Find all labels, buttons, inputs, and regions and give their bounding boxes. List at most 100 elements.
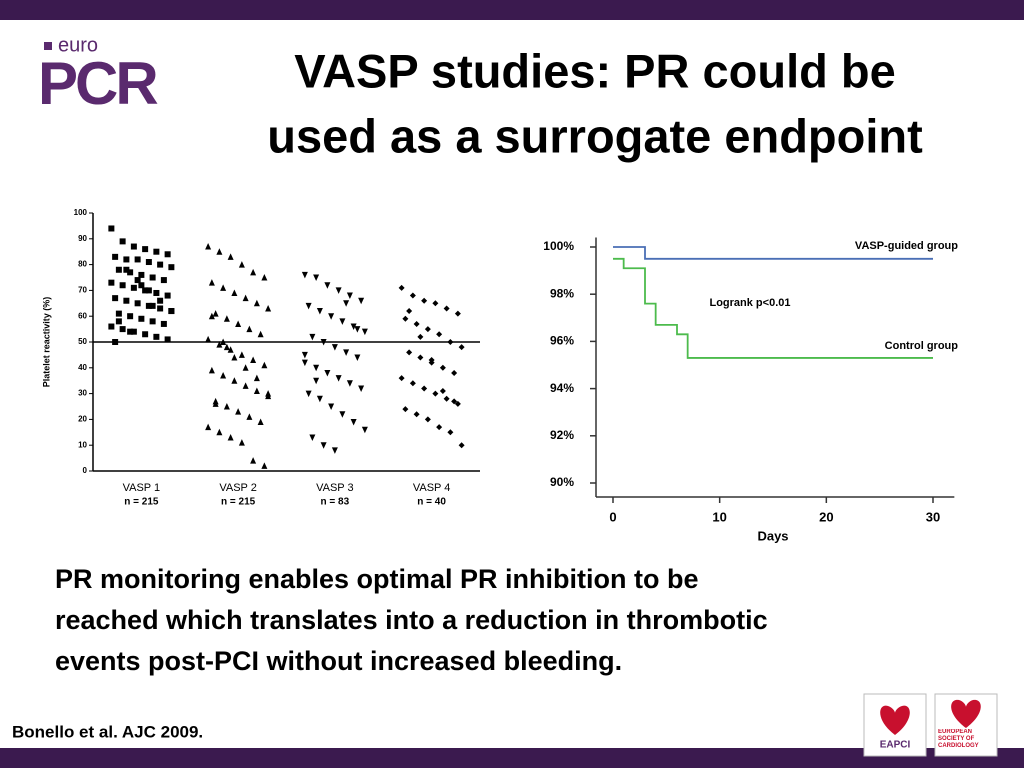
y-tick-label: 90 [78,234,87,243]
data-point [402,315,409,322]
chart-background [528,225,985,550]
y-tick-label: 96% [550,334,574,348]
data-point [160,320,167,327]
data-point [354,326,361,333]
data-point [130,284,137,291]
data-point [149,318,156,325]
logo-label: EUROPEAN SOCIETY OF CARDIOLOGY [938,729,979,749]
data-point [253,387,260,395]
data-point [134,277,141,284]
x-tick-sublabel: n = 215 [124,497,159,508]
data-point [343,349,350,356]
data-point [346,292,353,300]
data-point [361,426,368,434]
data-point [149,274,156,281]
data-point [108,225,115,232]
data-point [261,462,268,469]
data-point [119,282,126,289]
logo-label: EAPCI [880,740,911,751]
y-tick-label: 40 [78,363,87,372]
data-point [138,315,145,322]
logo-large: PCR [38,50,158,117]
data-point [309,333,316,341]
data-point [331,447,338,454]
data-point [153,333,160,340]
data-point [436,331,443,338]
data-point [205,243,212,250]
data-point [443,395,450,402]
data-point [216,341,223,348]
data-point [108,323,115,330]
data-point [238,439,245,446]
data-point [301,359,308,367]
data-point [250,457,257,464]
data-point [157,305,164,312]
data-point [130,328,137,335]
eapci-logo: EAPCI [863,693,927,757]
data-point [265,390,272,397]
y-tick-label: 50 [78,337,87,346]
data-point [235,408,242,415]
x-tick-label: VASP 3 [316,482,354,494]
x-tick-sublabel: n = 40 [417,497,446,508]
data-point [223,343,230,351]
bottom-bar [0,748,1024,768]
annotation: Logrank p<0.01 [709,297,790,309]
x-axis-label: Days [757,528,788,543]
data-point [123,256,130,263]
data-point [164,251,171,258]
data-point [301,271,308,279]
data-point [246,413,253,420]
x-tick-label: 0 [609,509,616,524]
data-point [331,344,338,351]
data-point [257,418,264,425]
data-point [409,292,416,299]
data-point [216,248,223,255]
data-point [223,403,230,410]
data-point [227,253,234,260]
data-point [168,264,175,271]
data-point [235,320,242,327]
data-point [238,261,245,268]
data-point [454,310,461,317]
data-point [301,351,308,359]
data-point [253,374,260,382]
data-point [157,261,164,268]
data-point [261,274,268,281]
y-tick-label: 98% [550,286,574,300]
data-point [447,429,454,436]
data-point [261,361,268,369]
x-tick-label: VASP 1 [123,482,161,494]
data-point [227,346,234,353]
data-point [424,416,431,423]
y-tick-label: 30 [78,389,87,398]
data-point [112,339,119,345]
data-point [138,282,145,289]
data-point [406,308,413,315]
y-tick-label: 94% [550,381,574,395]
data-point [413,320,420,327]
data-point [142,246,149,253]
y-tick-label: 60 [78,311,87,320]
data-point [216,428,223,436]
data-point [145,302,152,309]
data-point [417,354,424,361]
data-point [424,326,431,333]
x-tick-sublabel: n = 215 [221,497,256,508]
data-point [305,302,312,310]
y-tick-label: 90% [550,475,574,489]
data-point [451,398,458,405]
data-point [358,385,365,392]
x-tick-label: VASP 2 [219,482,257,494]
data-point [309,434,316,441]
data-point [119,238,126,245]
data-point [409,380,416,387]
data-point [220,372,227,379]
data-point [134,300,141,307]
data-point [358,297,365,305]
y-tick-label: 100 [74,208,88,217]
data-point [246,325,253,333]
data-point [354,354,361,361]
top-bar [0,0,1024,20]
